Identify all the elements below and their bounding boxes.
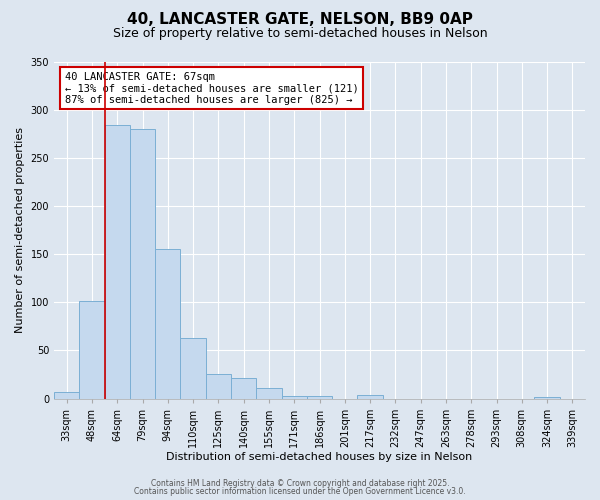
X-axis label: Distribution of semi-detached houses by size in Nelson: Distribution of semi-detached houses by … (166, 452, 473, 462)
Bar (130, 129, 155, 398)
Text: Contains public sector information licensed under the Open Government Licence v3: Contains public sector information licen… (134, 487, 466, 496)
Bar (256, 388, 281, 398)
Bar (206, 374, 231, 398)
Bar (535, 396, 560, 398)
Bar (231, 378, 256, 398)
Text: Contains HM Land Registry data © Crown copyright and database right 2025.: Contains HM Land Registry data © Crown c… (151, 478, 449, 488)
Text: Size of property relative to semi-detached houses in Nelson: Size of property relative to semi-detach… (113, 28, 487, 40)
Text: 40, LANCASTER GATE, NELSON, BB9 0AP: 40, LANCASTER GATE, NELSON, BB9 0AP (127, 12, 473, 28)
Bar (79, 302, 104, 398)
Bar (281, 396, 307, 398)
Y-axis label: Number of semi-detached properties: Number of semi-detached properties (15, 127, 25, 333)
Bar (104, 125, 130, 398)
Bar (307, 396, 332, 398)
Bar (181, 338, 206, 398)
Bar (155, 250, 181, 398)
Bar (54, 392, 79, 398)
Text: 40 LANCASTER GATE: 67sqm
← 13% of semi-detached houses are smaller (121)
87% of : 40 LANCASTER GATE: 67sqm ← 13% of semi-d… (65, 72, 358, 105)
Bar (358, 394, 383, 398)
